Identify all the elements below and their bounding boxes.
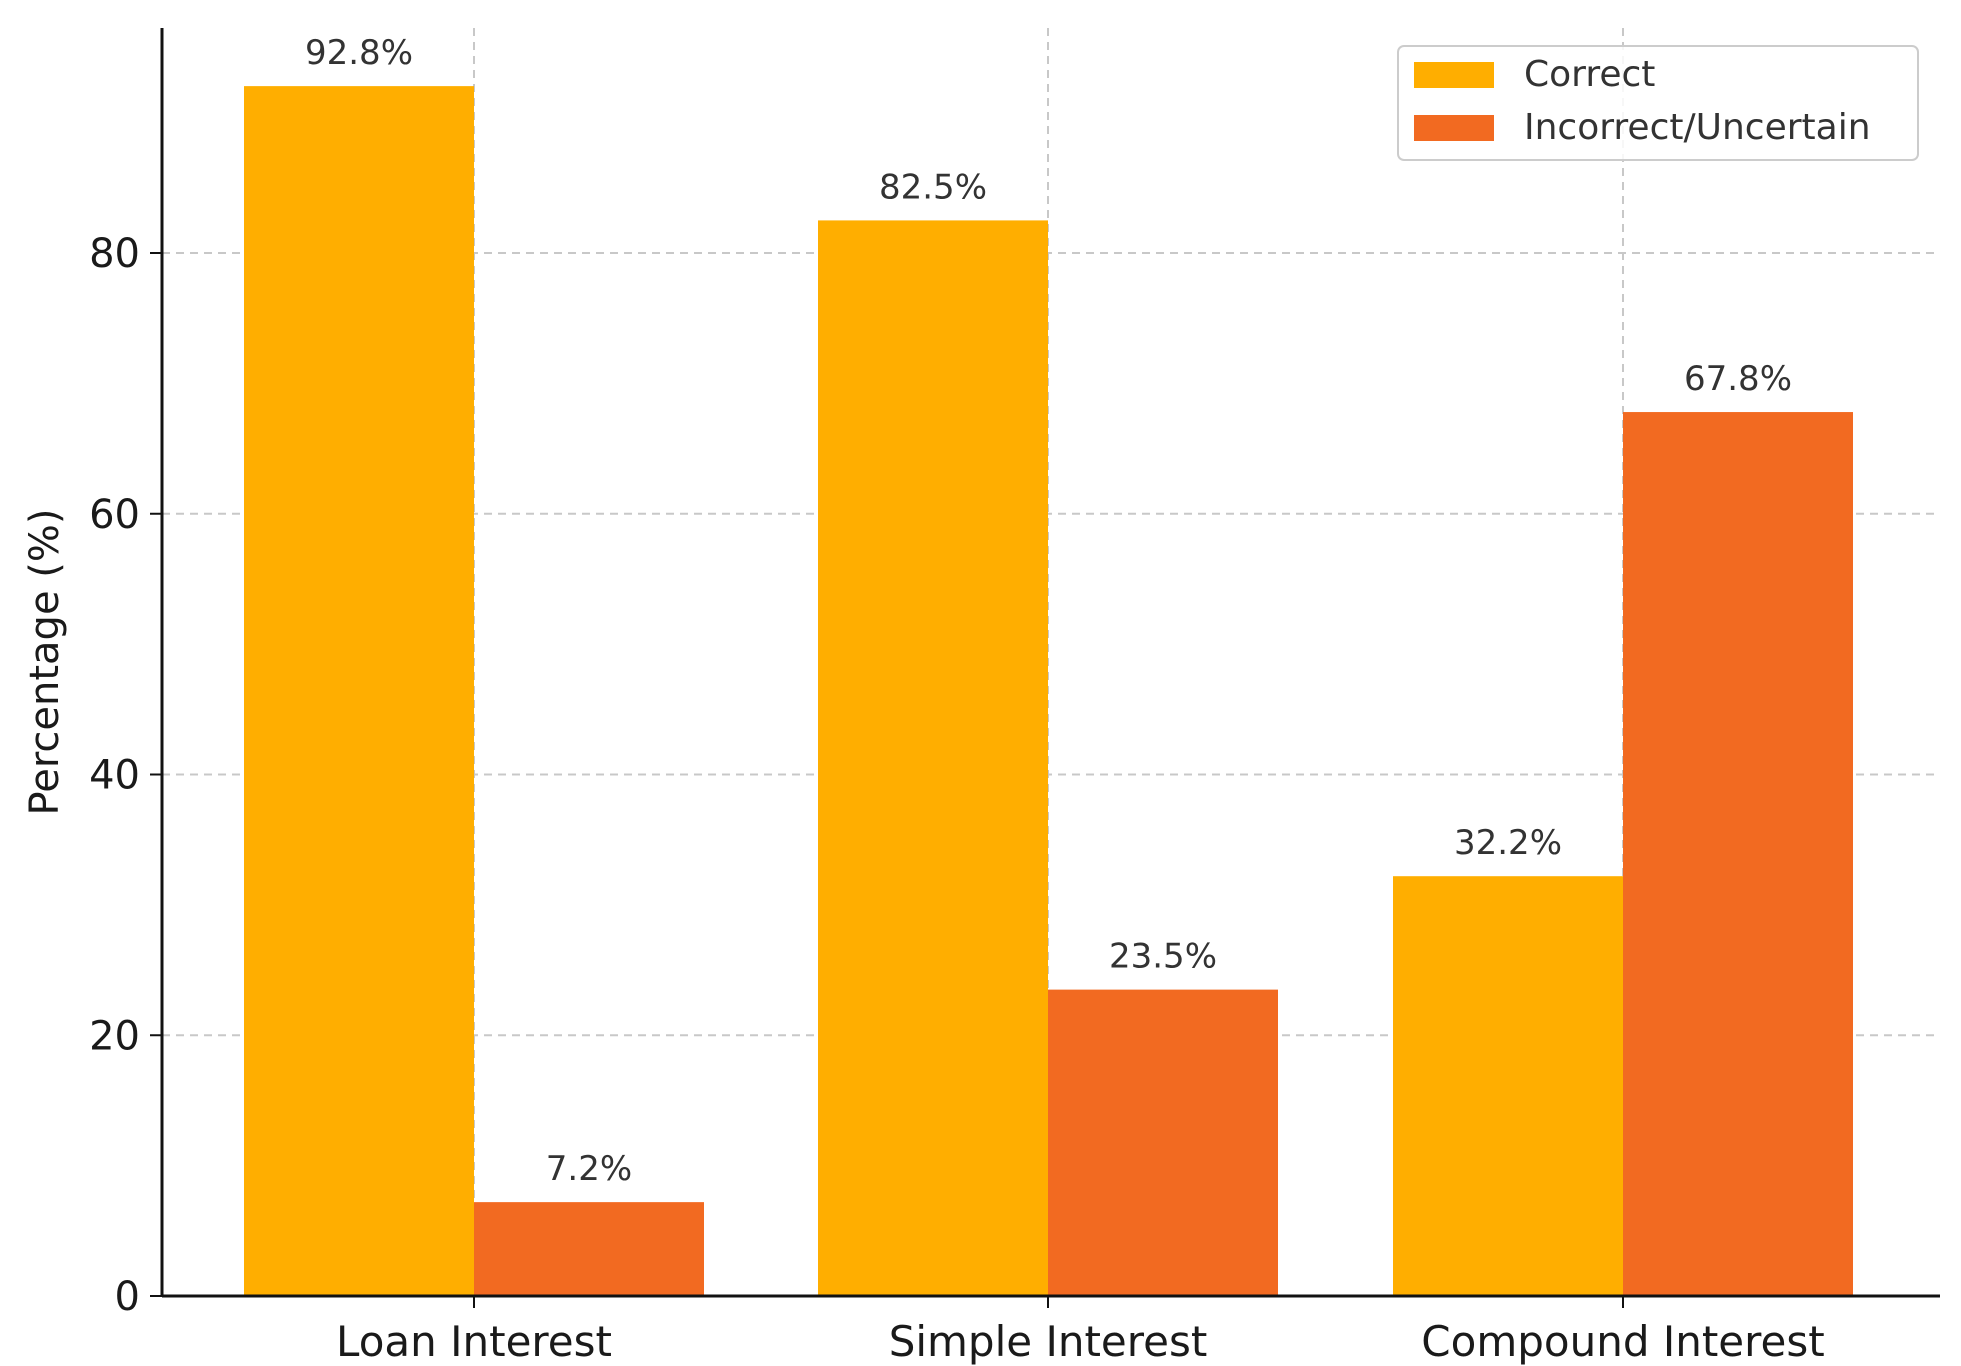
bar-value-labels: 92.8% 82.5% 32.2% 7.2% 23.5% 67.8% (305, 33, 1792, 1189)
x-tick-label: Compound Interest (1421, 1317, 1824, 1366)
bar-value-label: 32.2% (1454, 823, 1562, 863)
y-tick-label: 60 (89, 492, 140, 538)
y-tick-label: 40 (89, 753, 140, 799)
bar-correct (1393, 876, 1623, 1296)
bar-incorrect (474, 1202, 704, 1296)
bar-correct (244, 86, 474, 1297)
legend-swatch-correct (1414, 62, 1494, 88)
y-ticks: 0 20 40 60 80 (89, 231, 162, 1320)
legend-frame (1397, 45, 1919, 161)
legend: Correct Incorrect/Uncertain (1397, 45, 1919, 161)
bar-value-label: 67.8% (1684, 359, 1792, 399)
y-tick-label: 0 (115, 1274, 140, 1320)
legend-label-incorrect: Incorrect/Uncertain (1524, 107, 1871, 148)
bar-value-label: 92.8% (305, 33, 413, 73)
bar-correct (818, 220, 1048, 1296)
bars (244, 86, 1853, 1297)
y-axis-title: Percentage (%) (22, 509, 68, 816)
legend-swatch-incorrect (1414, 115, 1494, 141)
y-tick-label: 20 (89, 1013, 140, 1059)
bar-incorrect (1048, 989, 1278, 1296)
y-tick-label: 80 (89, 231, 140, 277)
bar-value-label: 7.2% (546, 1149, 632, 1189)
x-tick-label: Simple Interest (889, 1317, 1208, 1366)
x-tick-label: Loan Interest (336, 1317, 612, 1366)
bar-incorrect (1623, 412, 1853, 1296)
axes (160, 28, 1940, 1298)
x-ticks: Loan Interest Simple Interest Compound Int… (336, 1296, 1825, 1366)
bar-value-label: 82.5% (879, 167, 987, 207)
bar-value-label: 23.5% (1109, 937, 1217, 977)
legend-label-correct: Correct (1524, 54, 1655, 95)
